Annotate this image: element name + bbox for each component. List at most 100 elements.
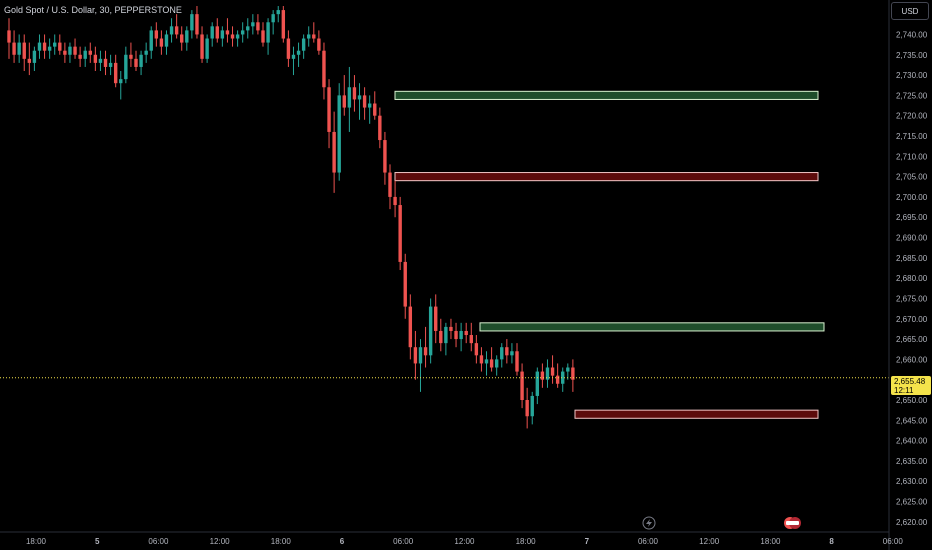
candle bbox=[550, 355, 555, 384]
candle bbox=[286, 30, 291, 67]
candle bbox=[205, 34, 209, 63]
candle bbox=[337, 83, 341, 181]
lightning-icon[interactable] bbox=[642, 516, 656, 530]
price-tick-label: 2,675.00 bbox=[896, 294, 928, 303]
candle bbox=[332, 111, 336, 193]
currency-button[interactable]: USD bbox=[891, 2, 929, 20]
price-tick-label: 2,705.00 bbox=[896, 173, 928, 182]
price-axis[interactable]: 2,620.00 2,625.00 2,630.00 2,635.00 2,640.00… bbox=[896, 30, 928, 526]
candle bbox=[505, 339, 509, 364]
candle bbox=[88, 42, 92, 63]
price-tick-label: 2,650.00 bbox=[896, 396, 928, 405]
candle bbox=[164, 30, 169, 55]
candle bbox=[510, 343, 514, 364]
candle bbox=[342, 75, 346, 116]
candle bbox=[215, 18, 219, 43]
time-tick-label: 18:00 bbox=[760, 537, 781, 546]
time-tick-label: 06:00 bbox=[638, 537, 659, 546]
candle bbox=[423, 326, 428, 368]
candle bbox=[403, 253, 407, 319]
candle bbox=[494, 355, 499, 376]
candle bbox=[418, 339, 423, 392]
chart-title: Gold Spot / U.S. Dollar, 30, PEPPERSTONE bbox=[4, 5, 182, 15]
candle bbox=[251, 14, 255, 35]
candle bbox=[113, 54, 118, 88]
candle bbox=[469, 322, 473, 352]
event-marker-icon[interactable] bbox=[784, 517, 801, 529]
candle bbox=[103, 50, 108, 76]
candle bbox=[17, 34, 21, 63]
candle bbox=[7, 18, 11, 59]
candle bbox=[525, 387, 529, 429]
price-tick-label: 2,660.00 bbox=[896, 355, 928, 364]
candle bbox=[281, 6, 286, 43]
candle bbox=[134, 50, 138, 72]
candle bbox=[535, 367, 540, 405]
candle bbox=[12, 30, 16, 63]
candle bbox=[388, 164, 392, 210]
candle bbox=[449, 318, 453, 340]
candle bbox=[78, 46, 82, 67]
last-price-label: 2,655.48 12:11 bbox=[891, 376, 931, 395]
price-tick-label: 2,690.00 bbox=[896, 234, 928, 243]
candle bbox=[169, 18, 174, 43]
candle bbox=[301, 34, 306, 59]
demand-zone[interactable] bbox=[479, 322, 825, 332]
candle bbox=[210, 22, 214, 47]
candle bbox=[271, 10, 275, 35]
price-tick-label: 2,700.00 bbox=[896, 193, 928, 202]
candle bbox=[190, 10, 194, 39]
candle bbox=[428, 298, 433, 364]
candle bbox=[312, 22, 316, 43]
candle bbox=[489, 347, 494, 372]
candles bbox=[7, 6, 575, 429]
candle bbox=[545, 359, 550, 388]
candle bbox=[378, 107, 382, 149]
candle bbox=[220, 26, 225, 47]
price-tick-label: 2,735.00 bbox=[896, 51, 928, 60]
time-tick-label: 7 bbox=[585, 537, 590, 546]
candle bbox=[347, 66, 352, 132]
time-axis[interactable]: 18:00 5 06:00 12:00 18:00 6 06:00 12:00 18:00 7 06… bbox=[26, 537, 903, 546]
candle bbox=[27, 42, 32, 76]
price-tick-label: 2,620.00 bbox=[896, 518, 928, 527]
candle bbox=[296, 42, 301, 67]
candle bbox=[357, 83, 362, 120]
candle bbox=[408, 294, 413, 360]
candle bbox=[240, 22, 245, 43]
candle bbox=[261, 22, 265, 47]
candle bbox=[367, 95, 372, 124]
time-tick-label: 06:00 bbox=[393, 537, 414, 546]
price-tick-label: 2,720.00 bbox=[896, 112, 928, 121]
last-price-value: 2,655.48 bbox=[894, 377, 926, 386]
candle bbox=[144, 42, 148, 63]
candle bbox=[515, 343, 519, 376]
candle bbox=[317, 30, 321, 55]
candle bbox=[464, 322, 468, 344]
time-tick-label: 12:00 bbox=[210, 537, 231, 546]
candle bbox=[42, 34, 47, 59]
price-tick-label: 2,625.00 bbox=[896, 498, 928, 507]
candle bbox=[159, 30, 164, 55]
candle bbox=[195, 6, 199, 39]
price-tick-label: 2,740.00 bbox=[896, 30, 928, 39]
candle bbox=[129, 42, 133, 67]
candle bbox=[185, 26, 189, 51]
supply-zone[interactable] bbox=[394, 172, 819, 182]
candle bbox=[68, 42, 72, 63]
time-tick-label: 18:00 bbox=[516, 537, 537, 546]
candle bbox=[149, 26, 153, 59]
price-tick-label: 2,630.00 bbox=[896, 477, 928, 486]
price-tick-label: 2,635.00 bbox=[896, 457, 928, 466]
candle bbox=[500, 343, 504, 368]
time-tick-label: 5 bbox=[95, 537, 100, 546]
demand-zone[interactable] bbox=[394, 90, 819, 100]
price-tick-label: 2,725.00 bbox=[896, 91, 928, 100]
time-tick-label: 18:00 bbox=[271, 537, 292, 546]
supply-zone[interactable] bbox=[574, 409, 819, 419]
candle bbox=[561, 367, 565, 392]
time-tick-label: 06:00 bbox=[148, 537, 169, 546]
bar-countdown: 12:11 bbox=[894, 386, 914, 395]
candle bbox=[98, 50, 103, 72]
